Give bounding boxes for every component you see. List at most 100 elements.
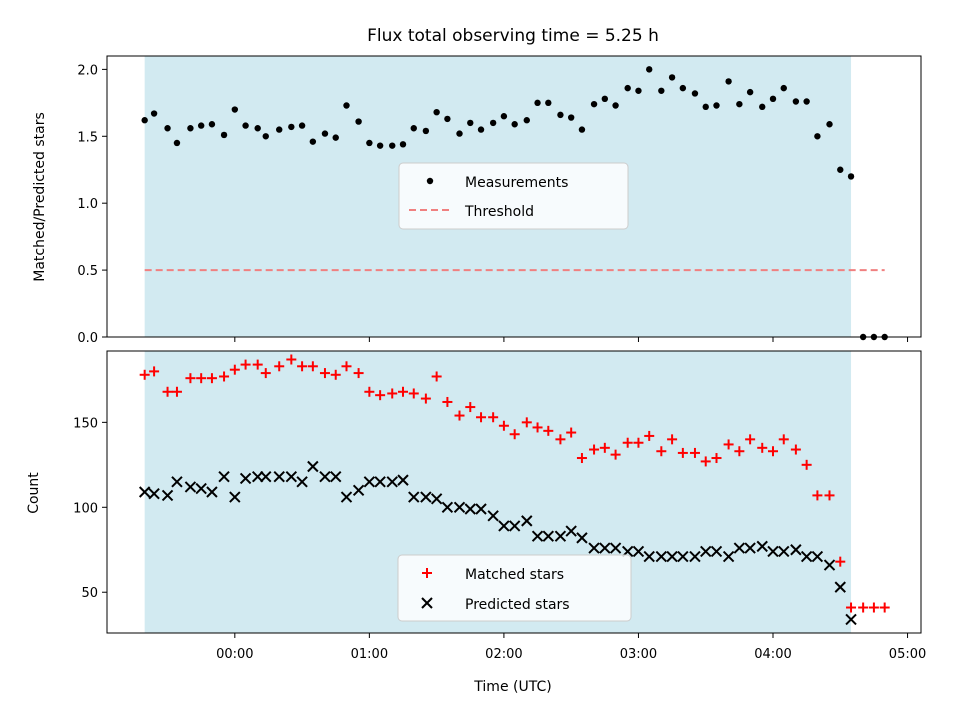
predicted-stars-point-b — [677, 550, 689, 563]
matched-stars-point — [398, 386, 408, 397]
matched-stars-point — [644, 430, 655, 441]
predicted-stars-point-b — [138, 486, 151, 498]
predicted-stars-point-b — [666, 550, 678, 563]
measurement-point — [376, 142, 384, 149]
predicted-stars-point — [542, 530, 555, 542]
predicted-stars-point — [475, 503, 487, 515]
top-panel: 0.0 0.5 1.0 1.5 2.0 Measurements Threshold — [77, 55, 922, 346]
predicted-stars-point — [823, 559, 836, 571]
predicted-stars-point-b — [441, 501, 454, 513]
predicted-stars-point — [352, 484, 365, 497]
matched-stars-point — [768, 446, 778, 457]
measurement-point — [545, 99, 552, 107]
legend-predicted-label: Predicted stars — [465, 597, 570, 613]
predicted-stars-point-b — [453, 501, 466, 513]
predicted-stars-point-b — [171, 476, 183, 488]
predicted-stars-point — [632, 545, 645, 558]
predicted-stars-point-b — [823, 559, 836, 571]
predicted-stars-point-b — [285, 471, 298, 483]
predicted-stars-point — [565, 525, 577, 537]
predicted-stars-point-b — [148, 487, 160, 500]
chart-title: Flux total observing time = 5.25 h — [367, 26, 659, 46]
top-y-tick-label: 1.0 — [77, 197, 98, 212]
matched-stars-point — [185, 373, 196, 384]
predicted-stars-point-b — [700, 545, 712, 558]
matched-stars-point — [543, 425, 554, 436]
measurement-point — [567, 114, 575, 121]
predicted-stars-point-b — [609, 542, 622, 554]
predicted-stars-point-b — [565, 525, 577, 537]
measurement-point — [444, 115, 451, 123]
matched-stars-point — [633, 437, 644, 448]
measurement-point — [262, 133, 269, 140]
predicted-stars-point-b — [195, 482, 207, 495]
matched-stars-point — [868, 602, 879, 613]
predicted-stars-point-b — [498, 520, 510, 532]
matched-stars-point — [589, 444, 600, 455]
measurement-point — [534, 99, 541, 107]
measurement-point — [242, 122, 249, 129]
predicted-stars-point — [733, 542, 746, 554]
matched-stars-point — [260, 368, 271, 379]
measurement-point — [355, 118, 362, 125]
predicted-stars-point — [666, 550, 678, 563]
bottom-legend — [397, 554, 632, 622]
measurement-point — [713, 102, 720, 109]
matched-stars-point — [196, 373, 207, 384]
predicted-stars-point — [756, 540, 768, 553]
predicted-stars-point — [273, 471, 285, 483]
x-tick-label: 03:00 — [620, 647, 657, 662]
predicted-stars-point — [229, 491, 241, 503]
top-y-axis-title: Matched/Predicted stars — [32, 112, 48, 282]
predicted-stars-point-b — [508, 520, 521, 532]
predicted-stars-point-b — [273, 471, 285, 483]
matched-stars-point — [240, 359, 251, 370]
matched-stars-point — [431, 371, 442, 382]
predicted-stars-point-b — [722, 550, 735, 563]
measurement-point — [736, 100, 743, 108]
predicted-stars-point — [340, 491, 353, 503]
measurement-point — [590, 100, 598, 108]
predicted-stars-point — [148, 487, 160, 500]
predicted-stars-point-b — [655, 550, 668, 563]
measurement-point — [173, 139, 181, 147]
predicted-stars-point — [285, 471, 298, 483]
matched-stars-point — [274, 361, 285, 372]
measurement-point — [826, 121, 833, 128]
predicted-stars-point — [834, 581, 846, 593]
predicted-stars-point-b — [800, 550, 813, 563]
measurement-point — [220, 131, 228, 139]
measurement-point — [366, 139, 373, 147]
measurement-point — [187, 125, 194, 132]
matched-stars-point — [667, 434, 678, 445]
predicted-stars-point-b — [767, 545, 779, 558]
matched-stars-point — [576, 453, 587, 464]
measurement-point — [847, 173, 855, 180]
predicted-stars-point — [800, 550, 813, 563]
predicted-stars-point — [700, 545, 712, 558]
measurement-point — [477, 126, 485, 133]
x-tick-label: 00:00 — [216, 647, 253, 662]
measurement-point — [668, 74, 676, 81]
matched-stars-point — [521, 417, 532, 428]
matched-stars-point — [286, 354, 297, 365]
predicted-stars-point — [811, 550, 824, 563]
top-y-tick-label: 2.0 — [77, 63, 98, 78]
measurement-point — [276, 126, 283, 133]
predicted-stars-point — [441, 501, 454, 513]
measurement-point — [624, 84, 631, 92]
measurement-point — [612, 102, 619, 109]
predicted-stars-point-b — [834, 581, 846, 593]
matched-stars-point — [745, 434, 756, 445]
measurement-point — [208, 121, 216, 128]
measurement-point — [298, 122, 306, 129]
predicted-stars-point-b — [363, 476, 376, 488]
measurement-point — [769, 95, 777, 103]
x-axis-title: Time (UTC) — [473, 679, 551, 695]
predicted-stars-point — [260, 471, 272, 483]
predicted-stars-point-b — [790, 544, 802, 556]
matched-stars-point — [689, 447, 700, 458]
predicted-stars-point — [778, 545, 790, 558]
legend-predicted-marker — [421, 597, 433, 609]
predicted-stars-point-b — [408, 491, 420, 503]
